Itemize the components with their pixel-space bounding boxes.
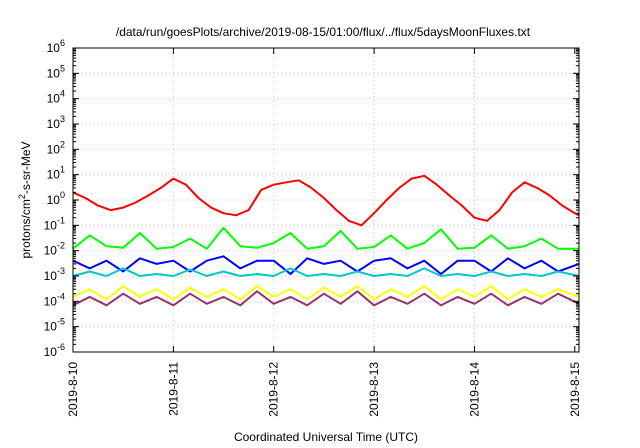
y-tick-label-base: 10 (44, 345, 58, 359)
y-tick-label-base: 10 (47, 193, 61, 207)
y-axis-label-group: protons/cm2-s-sr-MeV (17, 141, 33, 258)
y-tick-label-base: 10 (47, 117, 61, 131)
y-tick-label-base: 10 (44, 294, 58, 308)
y-tick-label: 100 (47, 190, 65, 207)
series-line-5 (72, 285, 580, 301)
series-line-2 (72, 226, 579, 250)
y-tick-label: 10-6 (44, 342, 65, 359)
x-axis-label: Coordinated Universal Time (UTC) (234, 430, 418, 444)
y-tick-label-base: 10 (47, 66, 61, 80)
y-tick-label: 10-1 (44, 215, 65, 232)
series-line-1 (72, 174, 580, 227)
y-tick-label: 10-3 (44, 266, 65, 283)
y-tick-label-exp: 1 (60, 165, 65, 175)
y-axis-label-post: -s-sr-MeV (19, 141, 33, 194)
y-tick-label: 10-4 (44, 291, 65, 308)
axis-ticks: 10-610-510-410-310-210-11001011021031041… (44, 38, 582, 417)
y-tick-label-exp: -2 (57, 241, 65, 251)
y-axis-label: protons/cm2-s-sr-MeV (17, 141, 33, 258)
y-tick-label: 106 (47, 38, 65, 55)
series-layer (72, 174, 580, 307)
y-tick-label-exp: 5 (60, 63, 65, 73)
y-tick-label-exp: 0 (60, 190, 65, 200)
y-tick-label-base: 10 (47, 142, 61, 156)
y-tick-label-base: 10 (44, 244, 58, 258)
x-tick-label: 2019-8-10 (66, 362, 80, 417)
x-tick-label: 2019-8-13 (367, 362, 381, 417)
y-tick-label-exp: 3 (60, 114, 65, 124)
x-tick-label: 2019-8-11 (166, 362, 180, 416)
x-tick-label: 2019-8-15 (568, 362, 582, 417)
y-tick-label-exp: -5 (57, 317, 65, 327)
y-tick-label: 105 (47, 63, 65, 80)
y-tick-label-exp: 4 (60, 89, 65, 99)
chart-title: /data/run/goesPlots/archive/2019-08-15/0… (116, 25, 531, 39)
y-tick-label: 10-5 (44, 317, 65, 334)
y-tick-label-exp: -3 (57, 266, 65, 276)
y-tick-label: 10-2 (44, 241, 65, 258)
y-axis-label-sup: 2 (17, 194, 27, 199)
y-tick-label: 104 (47, 89, 65, 106)
y-tick-label-exp: 6 (60, 38, 65, 48)
y-tick-label-exp: -4 (57, 291, 65, 301)
series-line-4 (72, 267, 580, 277)
y-tick-label-base: 10 (44, 320, 58, 334)
y-tick-label: 103 (47, 114, 65, 131)
y-tick-label-exp: -6 (57, 342, 65, 352)
x-tick-label: 2019-8-12 (267, 362, 281, 417)
y-tick-label-exp: -1 (57, 215, 65, 225)
y-tick-label-exp: 2 (60, 139, 65, 149)
y-tick-label-base: 10 (47, 168, 61, 182)
y-tick-label: 101 (47, 165, 65, 182)
y-axis-label-pre: protons/cm (19, 199, 33, 258)
y-tick-label-base: 10 (47, 41, 61, 55)
y-tick-label-base: 10 (47, 92, 61, 106)
y-tick-label-base: 10 (44, 218, 58, 232)
series-line-6 (72, 290, 580, 307)
y-tick-label-base: 10 (44, 269, 58, 283)
y-tick-label: 102 (47, 139, 65, 156)
x-tick-label: 2019-8-14 (467, 362, 481, 417)
